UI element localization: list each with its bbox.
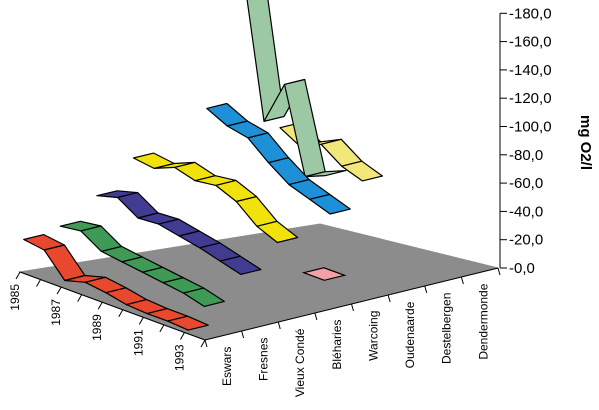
- ribbon-segment: [247, 132, 290, 164]
- station-tick-mark: [277, 321, 281, 330]
- station-tick-mark: [241, 330, 245, 339]
- year-tick-mark: [180, 332, 185, 340]
- ribbon-segment: [235, 196, 278, 227]
- ribbon-fresnes: [59, 220, 225, 307]
- year-tick-label: 1989: [90, 314, 104, 341]
- z-tick-label: -100,0: [509, 119, 552, 136]
- z-tick-label: -0,0: [509, 260, 535, 277]
- station-label-oudenaarde: Oudenaarde: [403, 301, 417, 368]
- station-label-destelbergen: Destelbergen: [440, 293, 454, 364]
- year-tick-mark: [77, 294, 83, 302]
- station-tick-mark: [351, 303, 354, 312]
- station-tick-mark: [497, 267, 501, 276]
- ribbon-vieux-conde: [96, 190, 262, 275]
- year-axis-line: [19, 271, 206, 341]
- station-label-bleharies: Bléharies: [330, 320, 344, 370]
- z-tick-label: -20,0: [509, 232, 543, 249]
- year-tick-mark: [56, 286, 62, 295]
- z-axis-label: mg O2/l: [577, 115, 594, 170]
- z-tick-label: -120,0: [509, 90, 552, 107]
- ribbon-destelbergen: [246, 0, 347, 178]
- year-tick-label: 1993: [172, 344, 186, 371]
- station-label-vieux-conde: Vieux Condé: [293, 328, 307, 397]
- station-label-eswars: Eswars: [220, 347, 234, 386]
- ribbon-segment: [256, 220, 299, 244]
- station-tick-mark: [424, 285, 428, 294]
- ribbon-segment: [219, 255, 262, 275]
- z-tick-label: -140,0: [509, 62, 552, 79]
- station-label-fresnes: Fresnes: [257, 338, 271, 381]
- z-tick-label: -160,0: [509, 34, 552, 51]
- ribbon-bleharies: [132, 152, 299, 244]
- year-tick-label: 1991: [131, 329, 145, 356]
- year-tick-mark: [200, 339, 206, 348]
- station-label-warcoing: Warcoing: [367, 311, 381, 361]
- ribbon-segment: [309, 193, 351, 215]
- z-tick-label: -60,0: [509, 175, 543, 192]
- station-tick-mark: [204, 339, 208, 348]
- year-tick-mark: [118, 309, 124, 318]
- station-tick-mark: [460, 276, 464, 285]
- year-tick-mark: [159, 324, 165, 333]
- year-tick-mark: [97, 301, 103, 310]
- station-tick-mark: [314, 312, 318, 321]
- year-tick-mark: [36, 279, 41, 287]
- ribbon-warcoing: [301, 267, 347, 281]
- station-label-dendermonde: Dendermonde: [476, 283, 490, 359]
- z-tick-label: -80,0: [509, 147, 543, 164]
- year-tick-mark: [15, 271, 21, 280]
- year-tick-label: 1985: [8, 284, 22, 311]
- year-tick-label: 1987: [49, 299, 63, 326]
- z-tick-label: -180,0: [509, 5, 552, 22]
- year-tick-mark: [138, 317, 144, 325]
- ribbon-segment: [341, 160, 383, 182]
- station-tick-mark: [387, 294, 391, 303]
- z-tick-label: -40,0: [509, 203, 543, 220]
- ribbon-segment: [167, 315, 209, 331]
- ribbon-eswars: [23, 234, 209, 331]
- ribbon-segment: [301, 267, 347, 281]
- ribbon-oudenaarde: [206, 102, 351, 215]
- ribbon-segment: [304, 170, 347, 178]
- ribbon-segment: [183, 287, 225, 307]
